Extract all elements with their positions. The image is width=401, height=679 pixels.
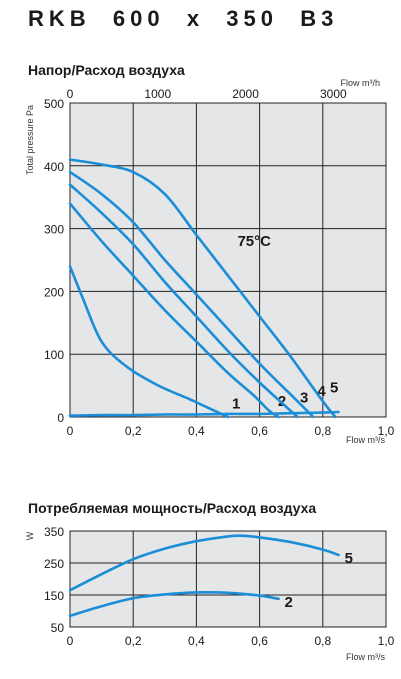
y-tick-label: 50 <box>51 621 65 635</box>
y-tick-label: 100 <box>44 348 64 362</box>
x-tick-label: 0,6 <box>251 634 268 648</box>
x-tick-label: 0,8 <box>314 424 331 438</box>
series-label-1: 1 <box>232 396 240 413</box>
x-tick-label: 0,6 <box>251 424 268 438</box>
efficiency-limit-line <box>68 410 340 417</box>
y-tick-label: 400 <box>44 160 64 174</box>
x2-axis-label: Flow m³/h <box>340 78 380 88</box>
plot-area-power <box>69 530 387 628</box>
series-label-2: 2 <box>285 594 293 611</box>
y-tick-label: 350 <box>44 525 64 539</box>
x2-tick-label: 1000 <box>144 87 171 101</box>
series-label-5: 5 <box>330 379 338 396</box>
annotation-75c: 75°C <box>237 233 271 250</box>
y-tick-label: 250 <box>44 557 64 571</box>
y-tick-label: 300 <box>44 223 64 237</box>
series-label-5: 5 <box>345 550 353 567</box>
y-tick-label: 150 <box>44 589 64 603</box>
x-tick-label: 0 <box>67 634 74 648</box>
x-tick-label: 0,8 <box>314 634 331 648</box>
x-tick-label: 0,4 <box>188 424 205 438</box>
series-label-4: 4 <box>317 383 326 400</box>
x-tick-label: 0,2 <box>125 424 142 438</box>
series-label-3: 3 <box>300 389 308 406</box>
curve-5 <box>68 158 337 419</box>
x-tick-label: 1,0 <box>378 424 395 438</box>
x-axis-label: Flow m³/s <box>346 652 385 662</box>
x-tick-label: 0 <box>67 424 74 438</box>
x-tick-label: 0,2 <box>125 634 142 648</box>
power-curve-2 <box>68 590 280 618</box>
chart-title-pressure: Напор/Расход воздуха <box>28 62 185 78</box>
curve-3 <box>68 183 299 419</box>
y-tick-label: 500 <box>44 97 64 111</box>
x2-tick-label: 0 <box>67 87 74 101</box>
page-title: RKB 600 x 350 B3 <box>28 6 339 31</box>
y-axis-label: Total pressure Pa <box>25 105 35 175</box>
curve-1 <box>68 265 230 419</box>
y-tick-label: 200 <box>44 285 64 299</box>
y-axis-label: W <box>25 531 35 540</box>
power-curve-5 <box>68 534 340 592</box>
curve-4 <box>68 170 315 419</box>
y-tick-label: 0 <box>57 411 64 425</box>
chart-title-power: Потребляемая мощность/Расход воздуха <box>28 500 317 516</box>
x-tick-label: 1,0 <box>378 634 395 648</box>
x2-tick-label: 3000 <box>320 87 347 101</box>
x-axis-label: Flow m³/s <box>346 435 385 445</box>
x-tick-label: 0,4 <box>188 634 205 648</box>
curve-2 <box>68 202 280 419</box>
x2-tick-label: 2000 <box>232 87 259 101</box>
